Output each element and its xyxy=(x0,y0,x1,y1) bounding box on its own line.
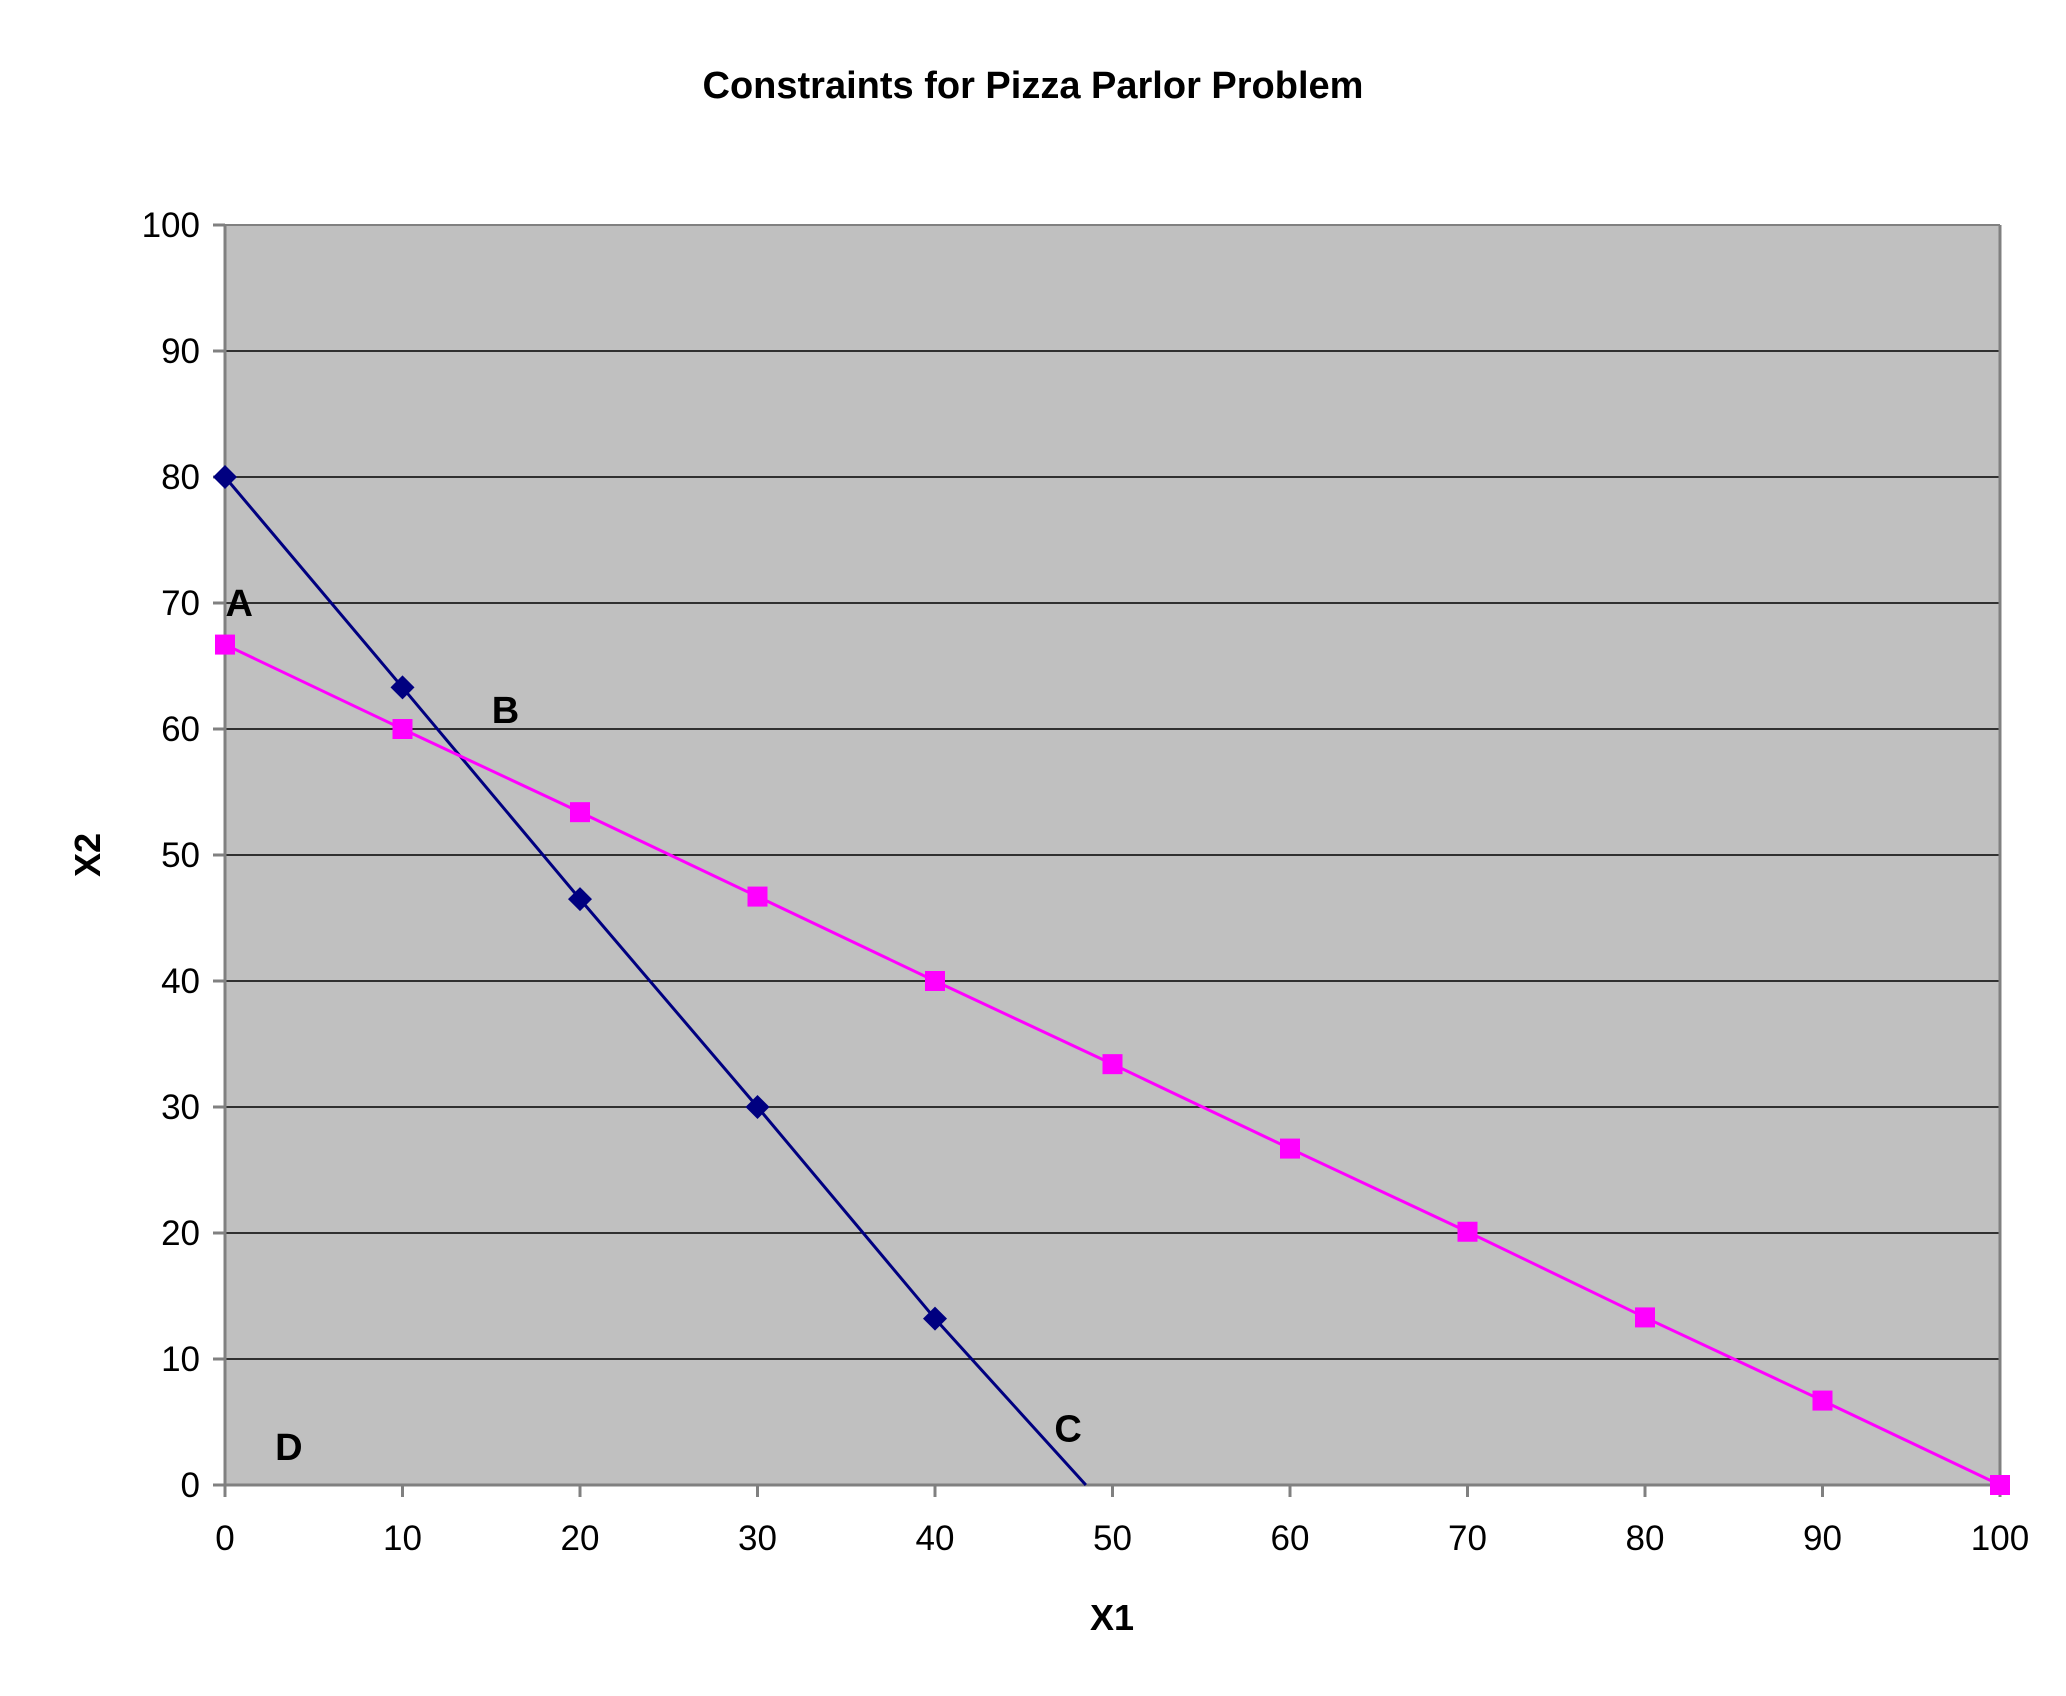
y-tick-label-30: 30 xyxy=(161,1088,200,1127)
x-tick-label-70: 70 xyxy=(1448,1519,1487,1558)
x-tick-label-20: 20 xyxy=(561,1519,600,1558)
y-tick-label-20: 20 xyxy=(161,1214,200,1253)
y-tick-label-60: 60 xyxy=(161,710,200,749)
series-2-point-5 xyxy=(1103,1054,1123,1074)
point-label-b: B xyxy=(492,690,519,732)
x-tick-label-0: 0 xyxy=(215,1519,234,1558)
x-tick-label-100: 100 xyxy=(1971,1519,2029,1558)
y-tick-label-100: 100 xyxy=(142,206,200,245)
y-axis-title: X2 xyxy=(67,833,108,877)
y-tick-label-0: 0 xyxy=(181,1466,200,1505)
x-axis-title: X1 xyxy=(1090,1597,1134,1638)
series-2-point-10 xyxy=(1990,1475,2010,1495)
series-2-point-2 xyxy=(570,802,590,822)
point-label-a: A xyxy=(225,583,252,625)
x-tick-label-60: 60 xyxy=(1271,1519,1310,1558)
x-tick-label-40: 40 xyxy=(916,1519,955,1558)
chart-title: Constraints for Pizza Parlor Problem xyxy=(703,65,1364,107)
x-tick-label-90: 90 xyxy=(1803,1519,1842,1558)
series-2-point-9 xyxy=(1813,1391,1833,1411)
x-tick-label-10: 10 xyxy=(383,1519,422,1558)
series-2-point-3 xyxy=(748,887,768,907)
series-2-point-8 xyxy=(1635,1307,1655,1327)
series-2-point-4 xyxy=(925,971,945,991)
y-tick-label-10: 10 xyxy=(161,1340,200,1379)
series-2-point-6 xyxy=(1280,1139,1300,1159)
y-tick-label-90: 90 xyxy=(161,332,200,371)
series-2-point-0 xyxy=(215,635,235,655)
y-tick-label-70: 70 xyxy=(161,584,200,623)
x-tick-label-80: 80 xyxy=(1626,1519,1665,1558)
x-tick-label-50: 50 xyxy=(1093,1519,1132,1558)
point-label-d: D xyxy=(275,1427,302,1469)
y-tick-label-40: 40 xyxy=(161,962,200,1001)
point-label-c: C xyxy=(1054,1408,1081,1450)
series-2-point-1 xyxy=(393,719,413,739)
x-tick-label-30: 30 xyxy=(738,1519,777,1558)
y-tick-label-50: 50 xyxy=(161,836,200,875)
y-tick-label-80: 80 xyxy=(161,458,200,497)
series-2-point-7 xyxy=(1458,1222,1478,1242)
